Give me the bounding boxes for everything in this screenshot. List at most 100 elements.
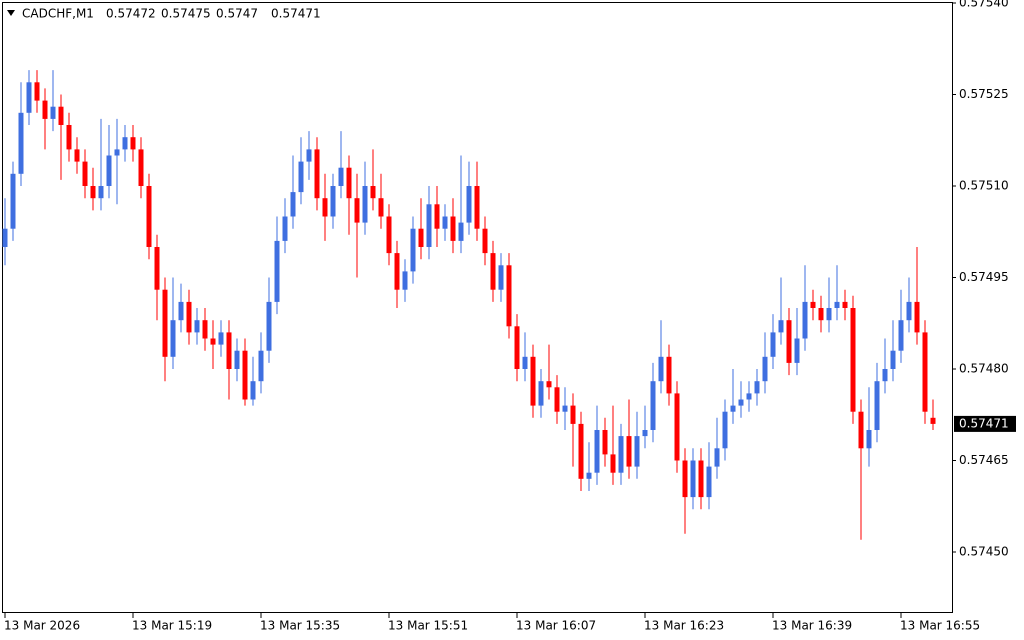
candle-body (858, 411, 864, 449)
candle-body (194, 320, 200, 333)
candle-body (666, 356, 672, 394)
x-tick-label: 13 Mar 16:23 (644, 619, 724, 633)
candle-body (282, 216, 288, 241)
candle-body (506, 265, 512, 327)
candle-body (842, 301, 848, 308)
y-tick-label: 0.57495 (959, 270, 1009, 284)
candle-body (746, 393, 752, 400)
candle-body (42, 100, 48, 119)
menu-triangle[interactable] (7, 10, 15, 16)
candle-body (346, 167, 352, 199)
candle-body (434, 204, 440, 229)
candle-body (234, 350, 240, 369)
candle-body (378, 198, 384, 217)
y-tick-label: 0.57540 (959, 0, 1009, 10)
candle-body (706, 466, 712, 498)
candle-body (418, 228, 424, 247)
candle-body (778, 320, 784, 333)
x-tick-label: 13 Mar 15:35 (260, 619, 340, 633)
candle-body (82, 161, 88, 186)
candle-body (634, 436, 640, 467)
candle-body (482, 228, 488, 254)
candle-body (74, 149, 80, 162)
candle-body (730, 405, 736, 412)
candle-body (442, 216, 448, 229)
candle-body (386, 216, 392, 254)
candle-body (610, 454, 616, 473)
candle-body (602, 430, 608, 455)
candle-body (650, 381, 656, 430)
y-tick-label: 0.57465 (959, 453, 1009, 467)
candle-body (322, 198, 328, 217)
candle-body (770, 332, 776, 357)
candle-body (186, 301, 192, 333)
candle-body (218, 332, 224, 345)
candle-body (690, 460, 696, 498)
candle-body (290, 192, 296, 217)
candle-body (154, 247, 160, 290)
candle-body (626, 436, 632, 467)
candle-body (330, 186, 336, 217)
candle-body (66, 125, 72, 150)
candle-body (314, 149, 320, 199)
candle-body (466, 186, 472, 223)
candle-body (722, 411, 728, 449)
candle-body (354, 198, 360, 223)
candle-body (586, 472, 592, 479)
candle-body (546, 381, 552, 388)
price-tag (954, 415, 1016, 432)
candle-body (250, 381, 256, 400)
candle-body (698, 460, 704, 498)
ohlc-value: 0.57472 (106, 7, 156, 21)
x-tick-label: 13 Mar 16:39 (772, 619, 852, 633)
candle-body (882, 369, 888, 382)
price-tag-label: 0.57471 (959, 416, 1009, 430)
candle-body (34, 82, 40, 101)
x-tick-label: 13 Mar 2026 (4, 619, 80, 633)
candle-body (738, 399, 744, 406)
candle-body (410, 228, 416, 272)
candle-body (298, 161, 304, 193)
candle-body (554, 387, 560, 412)
candle-body (874, 381, 880, 430)
candle-body (2, 228, 8, 247)
candle-body (362, 186, 368, 223)
candle-body (530, 356, 536, 406)
candle-body (170, 320, 176, 357)
candle-body (178, 301, 184, 321)
candle-body (146, 186, 152, 247)
candle-body (674, 393, 680, 461)
candle-body (402, 271, 408, 290)
candle-body (130, 137, 136, 150)
candle-body (898, 320, 904, 351)
x-tick-label: 13 Mar 15:51 (388, 619, 468, 633)
candle-body (138, 149, 144, 186)
candle-body (106, 155, 112, 186)
candle-body (754, 381, 760, 394)
y-tick-label: 0.57510 (959, 179, 1009, 193)
x-tick-label: 13 Mar 15:19 (132, 619, 212, 633)
candle-body (786, 320, 792, 363)
candle-body (98, 186, 104, 199)
candle-body (162, 289, 168, 357)
candle-body (930, 417, 936, 424)
candle-body (618, 436, 624, 473)
candle-body (794, 338, 800, 363)
candle-body (826, 308, 832, 321)
candle-body (490, 253, 496, 290)
candle-body (906, 301, 912, 321)
symbol-label: CADCHF,M1 (22, 7, 94, 21)
candle-body (914, 301, 920, 333)
candle-body (594, 430, 600, 473)
candle-body (210, 338, 216, 345)
candle-body (394, 253, 400, 290)
ohlc-value: 0.57471 (271, 7, 321, 21)
candle-body (498, 265, 504, 290)
candle-body (58, 106, 64, 125)
candle-body (922, 332, 928, 412)
ohlc-value: 0.57475 (161, 7, 211, 21)
y-tick-label: 0.57525 (959, 87, 1009, 101)
